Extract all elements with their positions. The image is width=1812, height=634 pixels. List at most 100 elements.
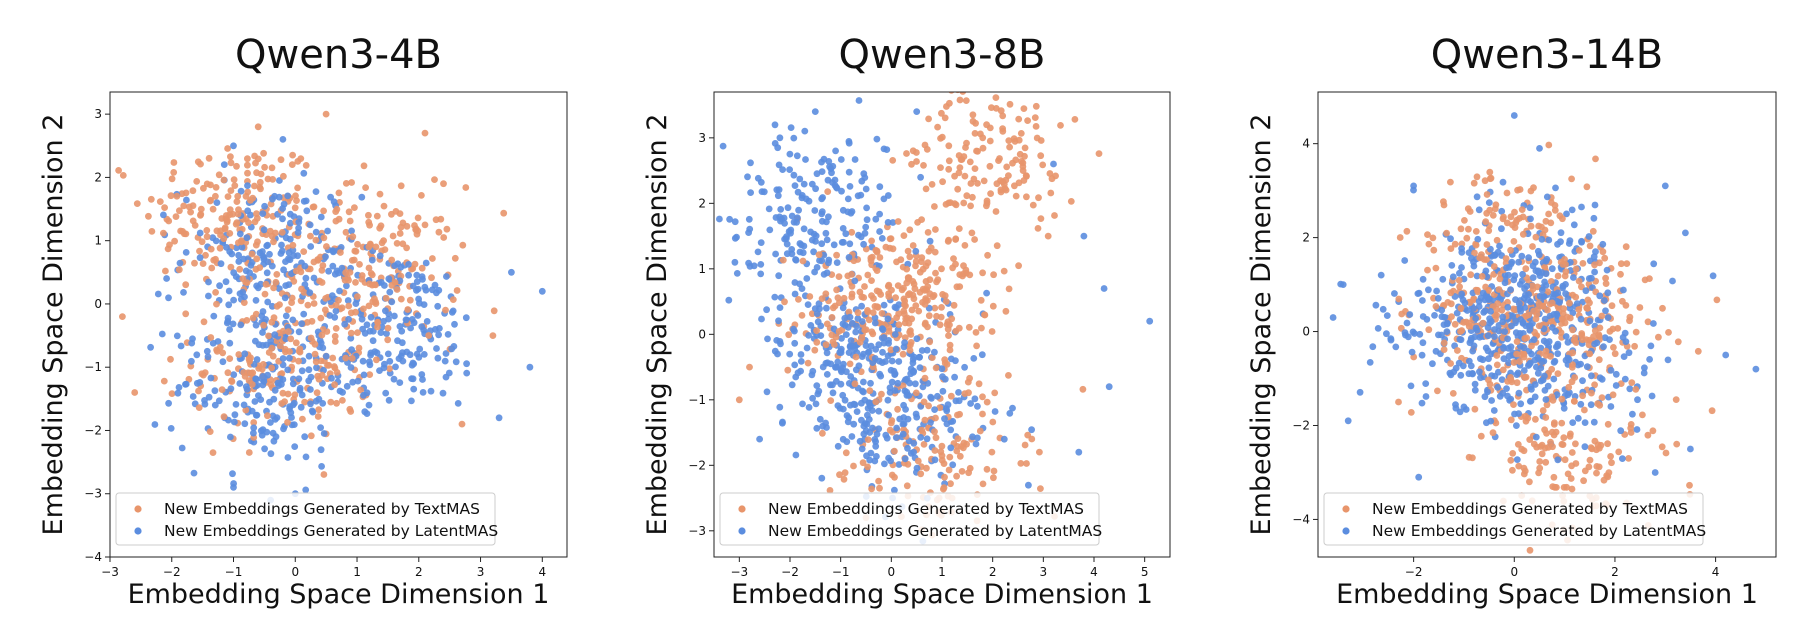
latentmas-point [433, 345, 440, 352]
textmas-point [264, 412, 271, 420]
latentmas-point [213, 199, 221, 207]
latentmas-point [1529, 320, 1536, 327]
textmas-point [287, 335, 295, 343]
latentmas-point [846, 183, 854, 190]
latentmas-point [281, 294, 289, 302]
latentmas-point [435, 331, 442, 339]
textmas-point [248, 250, 256, 258]
latentmas-point [263, 269, 271, 277]
latentmas-point [886, 389, 894, 396]
latentmas-point [442, 350, 450, 357]
latentmas-point [1601, 297, 1608, 304]
latentmas-point [823, 304, 830, 312]
latentmas-point [818, 240, 826, 248]
latentmas-point [302, 453, 310, 461]
x-tick-label: −2 [781, 565, 799, 579]
textmas-point [1457, 304, 1465, 312]
textmas-point [906, 347, 914, 354]
textmas-point [330, 363, 338, 370]
latentmas-point [939, 373, 946, 381]
latentmas-point [307, 373, 315, 381]
latentmas-point [1532, 433, 1540, 441]
textmas-point [168, 175, 176, 183]
textmas-point [1424, 231, 1431, 239]
textmas-point [1595, 463, 1603, 471]
textmas-point [366, 280, 373, 288]
textmas-point [1561, 272, 1569, 280]
textmas-point [372, 243, 380, 251]
latentmas-point [842, 331, 850, 338]
latentmas-point [165, 399, 173, 407]
latentmas-point [295, 218, 303, 226]
latentmas-point [279, 215, 286, 223]
latentmas-point [799, 400, 806, 408]
textmas-point [366, 221, 373, 229]
textmas-point [922, 185, 930, 193]
latentmas-point [436, 325, 443, 332]
textmas-point [874, 303, 882, 311]
textmas-point [1454, 347, 1461, 354]
textmas-point [1615, 448, 1623, 456]
textmas-point [971, 165, 979, 173]
textmas-point [1542, 414, 1550, 421]
latentmas-point [225, 287, 233, 295]
textmas-point [899, 350, 907, 358]
textmas-point [268, 164, 276, 172]
latentmas-point [165, 294, 172, 302]
latentmas-point [295, 375, 303, 383]
textmas-point [979, 410, 986, 418]
latentmas-point [861, 229, 869, 237]
latentmas-point [319, 344, 327, 352]
latentmas-point [904, 444, 911, 452]
latentmas-point [1602, 307, 1609, 315]
latentmas-point [1582, 287, 1590, 295]
latentmas-point [803, 275, 811, 282]
latentmas-point [955, 389, 962, 396]
textmas-point [1713, 296, 1721, 304]
textmas-point [1434, 387, 1441, 395]
textmas-point [162, 267, 169, 275]
x-tick-label: 2 [989, 565, 997, 579]
latentmas-point [773, 186, 781, 194]
latentmas-point [873, 453, 880, 460]
latentmas-point [961, 363, 968, 371]
latentmas-point [178, 444, 186, 452]
textmas-point [971, 130, 979, 137]
latentmas-point [252, 375, 260, 383]
x-tick-label: 4 [1712, 565, 1720, 579]
latentmas-point [263, 428, 271, 436]
latentmas-point [1596, 374, 1604, 382]
latentmas-point [325, 267, 332, 275]
textmas-point [908, 160, 915, 168]
textmas-point [952, 236, 959, 243]
latentmas-point [829, 162, 837, 170]
latentmas-point [799, 249, 807, 257]
scatter-points [1329, 112, 1760, 554]
latentmas-point [790, 134, 798, 142]
textmas-point [906, 328, 914, 336]
textmas-point [999, 112, 1007, 120]
textmas-point [1526, 478, 1533, 486]
textmas-point [1467, 271, 1475, 279]
latentmas-point [1485, 364, 1493, 372]
textmas-point [1485, 227, 1493, 235]
latentmas-point [814, 390, 822, 398]
latentmas-point [1408, 348, 1416, 356]
latentmas-point [1534, 247, 1542, 255]
textmas-point [990, 271, 997, 279]
latentmas-point [228, 250, 236, 258]
textmas-point [1547, 278, 1555, 285]
textmas-point [1639, 411, 1646, 419]
latentmas-point [367, 313, 375, 321]
textmas-point [1451, 240, 1459, 248]
latentmas-point [818, 195, 826, 203]
latentmas-point [286, 354, 293, 362]
textmas-point [202, 251, 209, 259]
latentmas-point [420, 351, 428, 358]
textmas-point [954, 435, 962, 442]
latentmas-point [454, 400, 462, 407]
textmas-point [938, 109, 945, 117]
textmas-point [1507, 213, 1515, 221]
textmas-point [815, 251, 823, 259]
textmas-point [977, 130, 984, 138]
